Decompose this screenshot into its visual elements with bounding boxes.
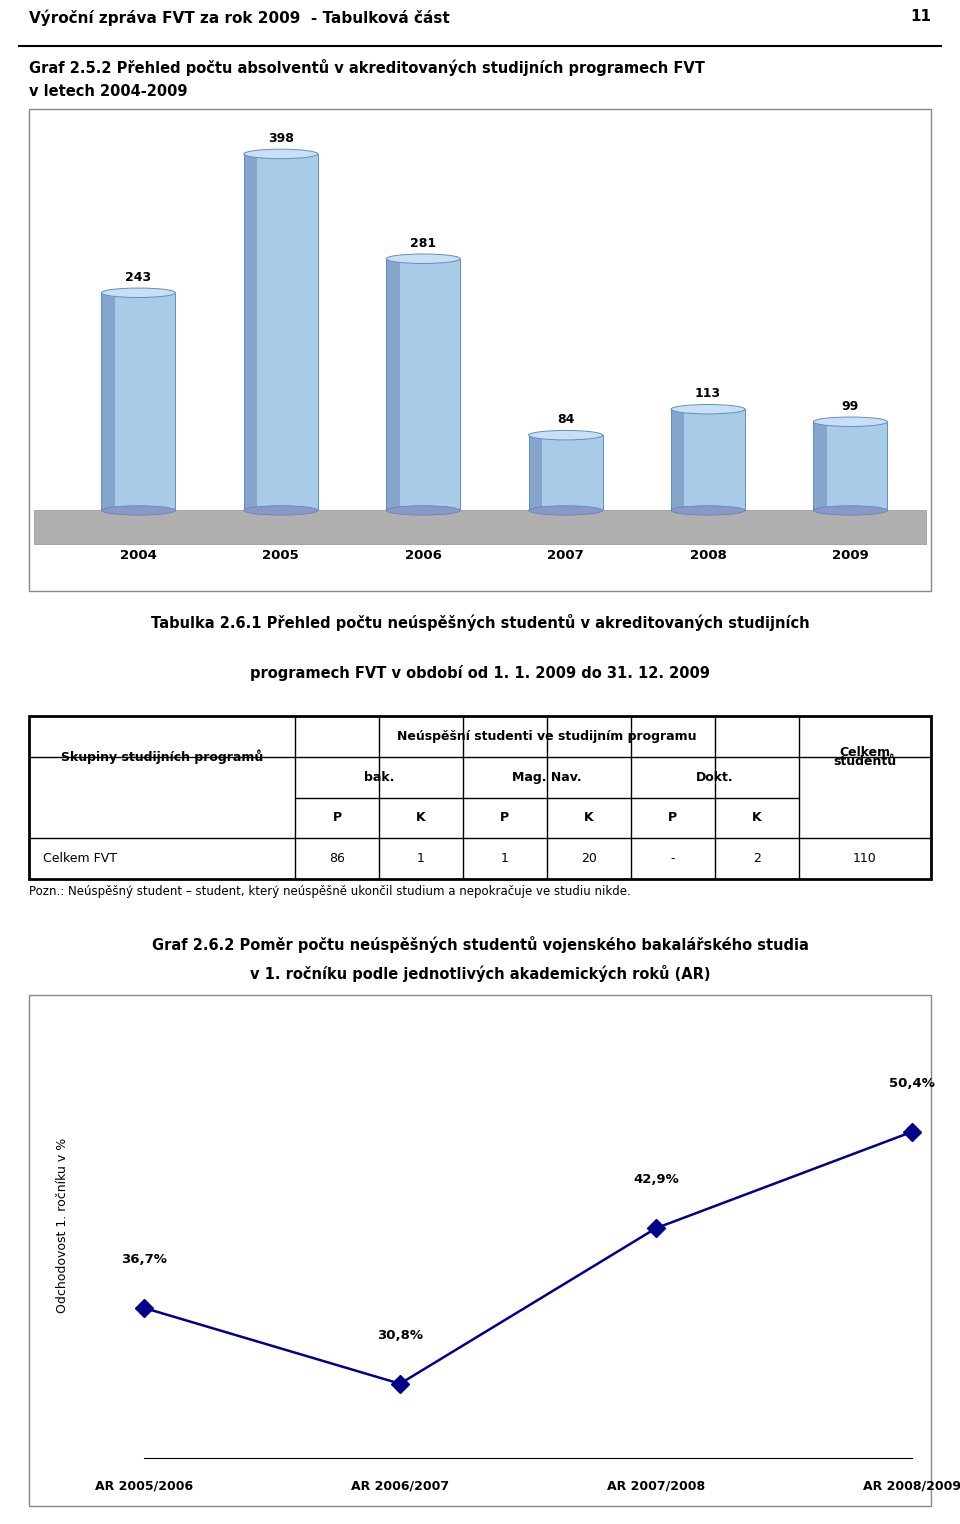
Text: Výroční zpráva FVT za rok 2009  - Tabulková část: Výroční zpráva FVT za rok 2009 - Tabulko… [29, 9, 449, 26]
Ellipse shape [102, 506, 176, 515]
Text: 42,9%: 42,9% [634, 1173, 679, 1186]
Ellipse shape [529, 506, 603, 515]
Text: AR 2006/2007: AR 2006/2007 [351, 1480, 449, 1492]
Text: -: - [670, 852, 675, 866]
Bar [244, 154, 257, 511]
Ellipse shape [671, 404, 745, 415]
Text: Celkem FVT: Celkem FVT [43, 852, 117, 866]
Text: 110: 110 [853, 852, 876, 866]
Text: 113: 113 [695, 387, 721, 399]
Text: 1: 1 [417, 852, 425, 866]
Text: 20: 20 [581, 852, 597, 866]
Ellipse shape [813, 418, 887, 427]
Text: Odchodovost 1. ročníku v %: Odchodovost 1. ročníku v % [56, 1138, 69, 1314]
Bar [529, 436, 603, 511]
Text: P: P [332, 811, 342, 824]
Bar [29, 995, 931, 1506]
Bar [671, 410, 745, 511]
Text: studentů: studentů [833, 756, 897, 768]
Bar [34, 511, 926, 544]
Bar [813, 422, 887, 511]
Text: 2007: 2007 [547, 550, 584, 562]
Text: Dokt.: Dokt. [696, 771, 733, 783]
Text: Celkem: Celkem [839, 745, 891, 759]
Bar [102, 293, 176, 511]
Text: 2005: 2005 [262, 550, 300, 562]
Ellipse shape [244, 149, 318, 158]
Bar [29, 110, 931, 591]
Text: Skupiny studijních programů: Skupiny studijních programů [60, 750, 263, 764]
Ellipse shape [102, 288, 176, 297]
Bar [102, 293, 114, 511]
Text: P: P [668, 811, 677, 824]
Text: 1: 1 [501, 852, 509, 866]
Text: 243: 243 [126, 271, 152, 283]
Ellipse shape [386, 506, 460, 515]
Text: 99: 99 [842, 399, 859, 413]
Text: P: P [500, 811, 510, 824]
Ellipse shape [244, 506, 318, 515]
Bar [29, 716, 931, 879]
Text: v 1. ročníku podle jednotlivých akademických roků (AR): v 1. ročníku podle jednotlivých akademic… [250, 965, 710, 983]
Bar [529, 436, 541, 511]
Text: 398: 398 [268, 131, 294, 145]
Text: 30,8%: 30,8% [377, 1329, 423, 1343]
Text: programech FVT v období od 1. 1. 2009 do 31. 12. 2009: programech FVT v období od 1. 1. 2009 do… [250, 666, 710, 681]
Bar [813, 422, 827, 511]
Bar [386, 259, 399, 511]
Text: Graf 2.6.2 Poměr počtu neúspěšných studentů vojenského bakalářského studia: Graf 2.6.2 Poměr počtu neúspěšných stude… [152, 936, 808, 952]
Text: 2009: 2009 [832, 550, 869, 562]
Text: 50,4%: 50,4% [889, 1077, 935, 1090]
Text: Neúspěšní studenti ve studijním programu: Neúspěšní studenti ve studijním programu [397, 730, 697, 744]
Text: v letech 2004-2009: v letech 2004-2009 [29, 84, 187, 99]
Text: 11: 11 [910, 9, 931, 24]
Ellipse shape [386, 255, 460, 264]
Ellipse shape [813, 506, 887, 515]
Text: Graf 2.5.2 Přehled počtu absolventů v akreditovaných studijních programech FVT: Graf 2.5.2 Přehled počtu absolventů v ak… [29, 59, 705, 76]
Bar [671, 410, 684, 511]
Text: AR 2005/2006: AR 2005/2006 [95, 1480, 193, 1492]
Text: 2006: 2006 [405, 550, 442, 562]
Text: 2008: 2008 [689, 550, 727, 562]
Text: 281: 281 [410, 236, 436, 250]
Text: K: K [584, 811, 593, 824]
Text: bak.: bak. [364, 771, 395, 783]
Text: Mag. Nav.: Mag. Nav. [512, 771, 582, 783]
Text: K: K [752, 811, 761, 824]
Text: 2: 2 [753, 852, 760, 866]
Text: AR 2007/2008: AR 2007/2008 [607, 1480, 705, 1492]
Text: AR 2008/2009: AR 2008/2009 [863, 1480, 960, 1492]
Text: Tabulka 2.6.1 Přehled počtu neúspěšných studentů v akreditovaných studijních: Tabulka 2.6.1 Přehled počtu neúspěšných … [151, 614, 809, 631]
Text: Pozn.: Neúspěšný student – student, který neúspěšně ukončil studium a nepokračuj: Pozn.: Neúspěšný student – student, kter… [29, 885, 631, 898]
Text: K: K [416, 811, 425, 824]
Bar [244, 154, 318, 511]
Text: 36,7%: 36,7% [121, 1253, 167, 1266]
Text: 86: 86 [329, 852, 345, 866]
Text: 2004: 2004 [120, 550, 156, 562]
Ellipse shape [529, 430, 603, 440]
Bar [386, 259, 460, 511]
Ellipse shape [671, 506, 745, 515]
Text: 84: 84 [557, 413, 574, 427]
